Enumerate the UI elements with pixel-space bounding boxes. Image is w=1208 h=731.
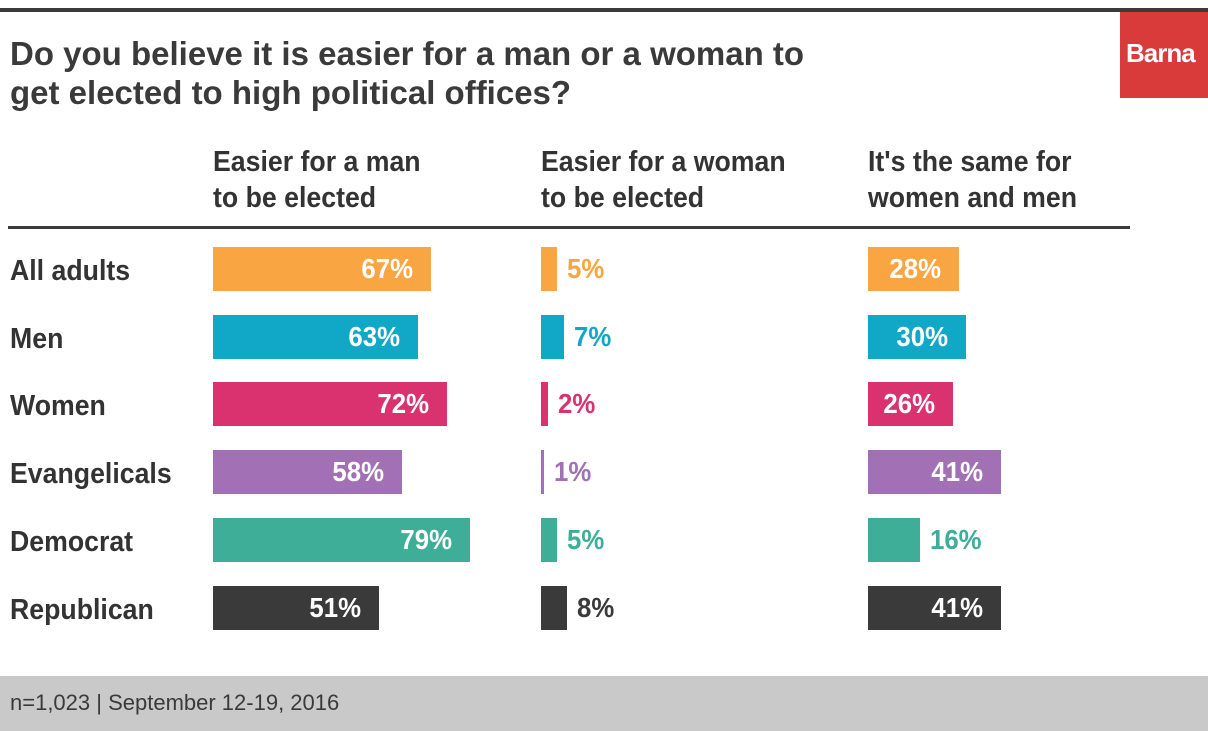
bar-same (868, 518, 920, 562)
chart-title: Do you believe it is easier for a man or… (10, 35, 805, 111)
bar-value-label: 67% (361, 253, 413, 284)
bar-value-label: 7% (574, 321, 612, 352)
bar-woman (541, 450, 544, 494)
bar-man (213, 247, 431, 291)
bar-value-label: 1% (554, 456, 592, 487)
bar-woman (541, 586, 567, 630)
bar-value-label: 16% (930, 524, 982, 555)
row-label: Republican (10, 594, 154, 626)
bar-value-label: 58% (332, 456, 384, 487)
row-label: Women (10, 390, 106, 422)
brand-name: Barna (1126, 38, 1196, 68)
bar-value-label: 2% (558, 388, 596, 419)
bar-value-label: 72% (377, 388, 429, 419)
barna-logo: Barna (1120, 12, 1208, 98)
column-header-man: Easier for a man to be elected (213, 146, 421, 214)
bar-man (213, 518, 470, 562)
bar-value-label: 30% (896, 321, 948, 352)
bar-value-label: 5% (567, 524, 605, 555)
bar-value-label: 5% (567, 253, 605, 284)
bar-value-label: 51% (309, 592, 361, 623)
row-label: Evangelicals (10, 458, 172, 490)
row-label: Democrat (10, 526, 134, 558)
bar-same (868, 586, 1001, 630)
footer: n=1,023 | September 12-19, 2016 (0, 676, 1208, 731)
bar-same (868, 247, 959, 291)
bar-same (868, 382, 953, 426)
bar-value-label: 41% (931, 592, 983, 623)
bar-same (868, 450, 1001, 494)
top-rule (0, 8, 1208, 12)
sample-note: n=1,023 | September 12-19, 2016 (10, 690, 340, 715)
bar-man (213, 315, 418, 359)
bar-woman (541, 247, 557, 291)
bar-value-label: 63% (348, 321, 400, 352)
row-label: Men (10, 323, 64, 355)
bar-woman (541, 382, 548, 426)
bar-value-label: 79% (400, 524, 452, 555)
bar-value-label: 8% (577, 592, 615, 623)
bar-man (213, 382, 447, 426)
bar-woman (541, 315, 564, 359)
bar-value-label: 41% (931, 456, 983, 487)
column-header-woman: Easier for a woman to be elected (541, 146, 786, 214)
column-header-same: It's the same for women and men (868, 146, 1078, 214)
bar-same (868, 315, 966, 359)
bar-value-label: 28% (889, 253, 941, 284)
bar-value-label: 26% (883, 388, 935, 419)
bar-man (213, 586, 379, 630)
bar-woman (541, 518, 557, 562)
row-label: All adults (10, 255, 131, 287)
bar-man (213, 450, 402, 494)
header-rule (8, 226, 1130, 229)
